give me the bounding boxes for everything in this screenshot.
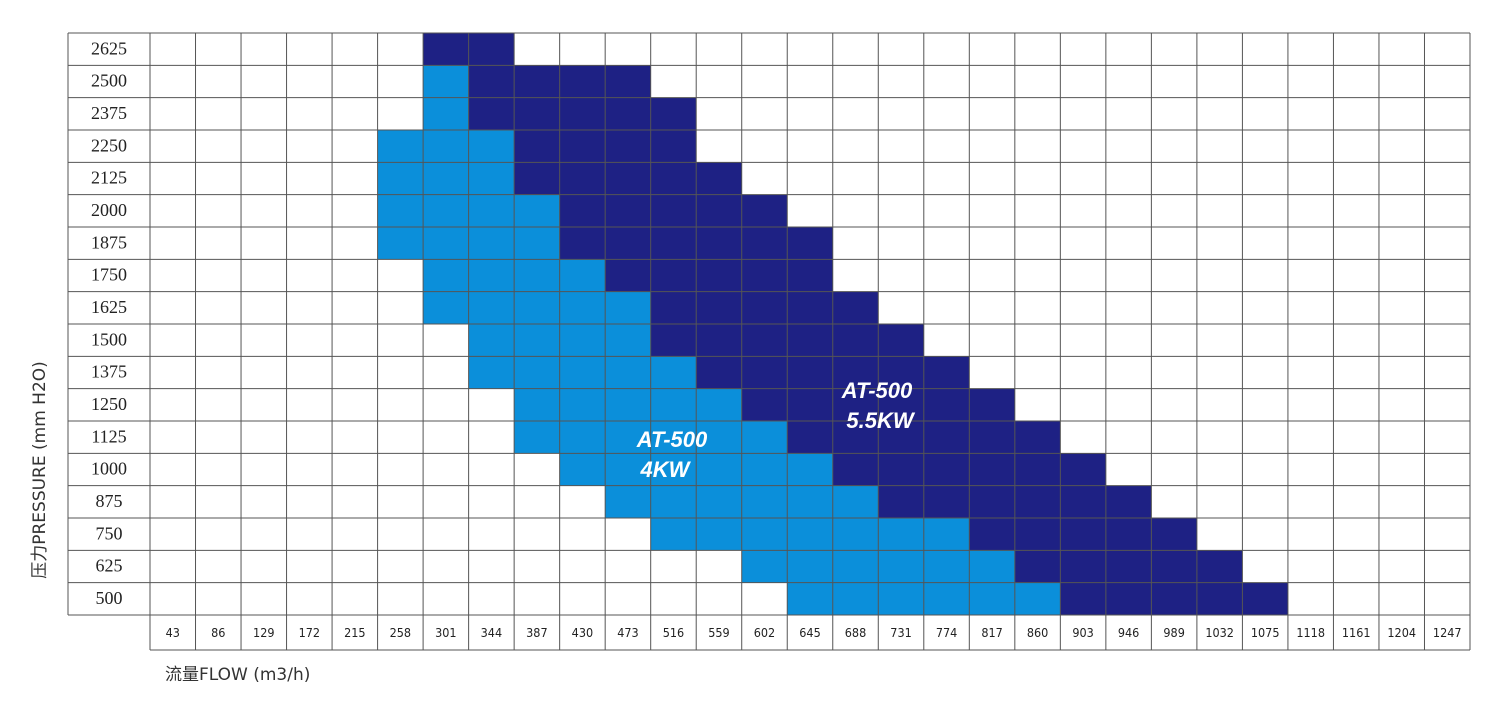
x-axis-label: 流量FLOW (m3/h) <box>165 665 310 685</box>
flow-label: 946 <box>1118 625 1139 640</box>
flow-label: 86 <box>211 625 225 640</box>
cell-range <box>468 97 697 130</box>
cell-range <box>514 388 742 421</box>
labels: 2625 2500 2375 2250 2125 2000 1875 1750 1625 1500… <box>91 38 1462 640</box>
flow-label: 860 <box>1027 625 1048 640</box>
cell-range <box>423 97 469 130</box>
flow-label: 215 <box>344 625 365 640</box>
pressure-label: 1625 <box>91 297 127 317</box>
pressure-label: 1500 <box>91 329 127 349</box>
pressure-label: 2500 <box>91 71 127 91</box>
pressure-label: 875 <box>96 491 123 511</box>
pressure-label: 1750 <box>91 265 127 285</box>
flow-label: 301 <box>435 625 456 640</box>
cell-range <box>468 356 697 389</box>
flow-label: 1247 <box>1433 625 1462 640</box>
flow-label: 688 <box>845 625 866 640</box>
flow-label: 903 <box>1072 625 1093 640</box>
flow-label: 817 <box>981 625 1002 640</box>
cell-range <box>605 259 833 292</box>
flow-label: 1075 <box>1251 625 1280 640</box>
pressure-label: 2125 <box>91 168 127 188</box>
flow-label: 129 <box>253 625 274 640</box>
cell-range <box>423 291 651 324</box>
pressure-label: 1875 <box>91 232 127 252</box>
flow-label: 430 <box>572 625 593 640</box>
flow-label: 774 <box>936 625 957 640</box>
pressure-label: 750 <box>96 523 123 543</box>
pressure-label: 1125 <box>91 426 126 446</box>
flow-label: 43 <box>166 625 180 640</box>
flow-label: 473 <box>617 625 638 640</box>
annotation-power: 4KW <box>640 457 692 482</box>
grid <box>67 32 1471 651</box>
cell-range <box>514 162 742 195</box>
cell-range <box>650 518 970 551</box>
pressure-label: 2000 <box>91 200 127 220</box>
flow-label: 602 <box>754 625 775 640</box>
cell-range <box>1014 550 1243 583</box>
pressure-label: 2375 <box>91 103 127 123</box>
flow-label: 258 <box>390 625 411 640</box>
flow-label: 172 <box>299 625 320 640</box>
cell-range <box>559 194 788 227</box>
pressure-label: 1250 <box>91 394 127 414</box>
y-axis-label: 压力PRESSURE (mm H2O) <box>30 361 50 579</box>
flow-label: 1161 <box>1342 625 1371 640</box>
flow-label: 344 <box>481 625 502 640</box>
pressure-label: 1375 <box>91 362 127 382</box>
cell-range <box>423 65 469 98</box>
pressure-label: 625 <box>96 556 123 576</box>
flow-label: 559 <box>708 625 729 640</box>
cell-range <box>377 130 515 163</box>
cell-range <box>377 162 515 195</box>
cell-range <box>969 518 1197 551</box>
cell-range <box>1060 582 1288 615</box>
annotation-model: AT-500 <box>636 427 708 452</box>
flow-label: 731 <box>890 625 911 640</box>
annotation-power: 5.5KW <box>846 408 915 433</box>
flow-label: 387 <box>526 625 547 640</box>
cell-range <box>650 291 879 324</box>
pressure-label: 1000 <box>91 459 127 479</box>
pressure-label: 2625 <box>91 38 127 58</box>
flow-label: 1204 <box>1387 625 1416 640</box>
pressure-label: 2250 <box>91 135 127 155</box>
flow-label: 989 <box>1163 625 1184 640</box>
flow-label: 516 <box>663 625 684 640</box>
flow-label: 1032 <box>1205 625 1234 640</box>
annotation-model: AT-500 <box>841 378 913 403</box>
pressure-label: 500 <box>96 588 123 608</box>
flow-label: 1118 <box>1296 625 1325 640</box>
flow-label: 645 <box>799 625 820 640</box>
